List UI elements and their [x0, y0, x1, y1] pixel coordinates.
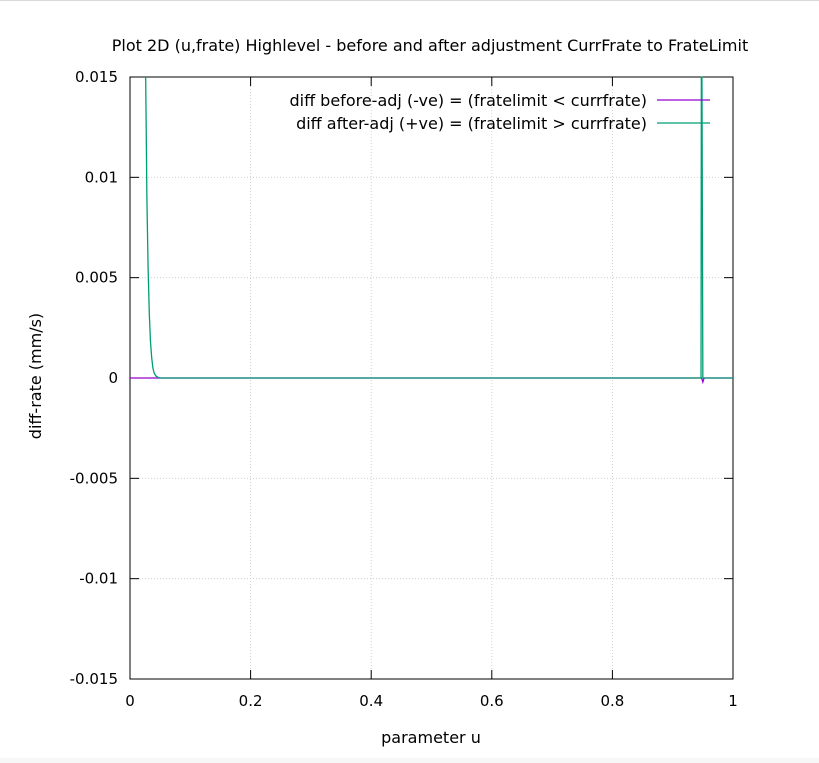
y-tick-label: 0.005	[75, 269, 118, 287]
y-tick-label: 0.01	[85, 168, 118, 186]
series-line-after-adj	[145, 76, 733, 379]
y-tick-label: -0.01	[79, 570, 118, 588]
series-lines	[130, 76, 733, 385]
legend-label-after-adj: diff after-adj (+ve) = (fratelimit > cur…	[296, 114, 647, 133]
chart-title: Plot 2D (u,frate) Highlevel - before and…	[112, 36, 748, 55]
x-tick-label: 0.6	[480, 692, 504, 710]
x-tick-label: 0	[125, 692, 135, 710]
y-axis-title: diff-rate (mm/s)	[26, 313, 45, 439]
legend-label-before-adj: diff before-adj (-ve) = (fratelimit < cu…	[289, 91, 647, 110]
x-tick-label: 0.2	[239, 692, 263, 710]
legend: diff before-adj (-ve) = (fratelimit < cu…	[289, 91, 710, 133]
y-tick-label: -0.005	[70, 469, 118, 487]
y-tick-label: -0.015	[70, 670, 118, 688]
x-tick-label: 0.4	[359, 692, 383, 710]
y-tick-labels: 0.015 0.01 0.005 0 -0.005 -0.01 -0.015	[70, 68, 118, 688]
y-tick-label: 0.015	[75, 68, 118, 86]
x-tick-label: 0.8	[600, 692, 624, 710]
x-tick-label: 1	[728, 692, 738, 710]
y-tick-label: 0	[108, 369, 118, 387]
x-axis-title: parameter u	[381, 728, 481, 747]
x-tick-labels: 0 0.2 0.4 0.6 0.8 1	[125, 692, 738, 710]
